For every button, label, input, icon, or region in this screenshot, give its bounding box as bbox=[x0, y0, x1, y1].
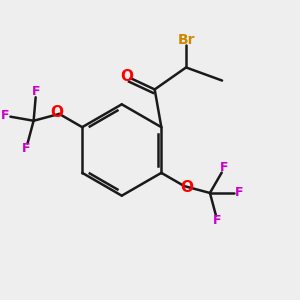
Text: F: F bbox=[22, 142, 30, 155]
Text: O: O bbox=[50, 105, 63, 120]
Text: O: O bbox=[120, 69, 133, 84]
Text: Br: Br bbox=[177, 33, 195, 47]
Text: O: O bbox=[180, 180, 193, 195]
Text: F: F bbox=[235, 187, 243, 200]
Text: F: F bbox=[32, 85, 40, 98]
Text: F: F bbox=[220, 161, 229, 175]
Text: F: F bbox=[213, 214, 222, 227]
Text: F: F bbox=[1, 109, 9, 122]
